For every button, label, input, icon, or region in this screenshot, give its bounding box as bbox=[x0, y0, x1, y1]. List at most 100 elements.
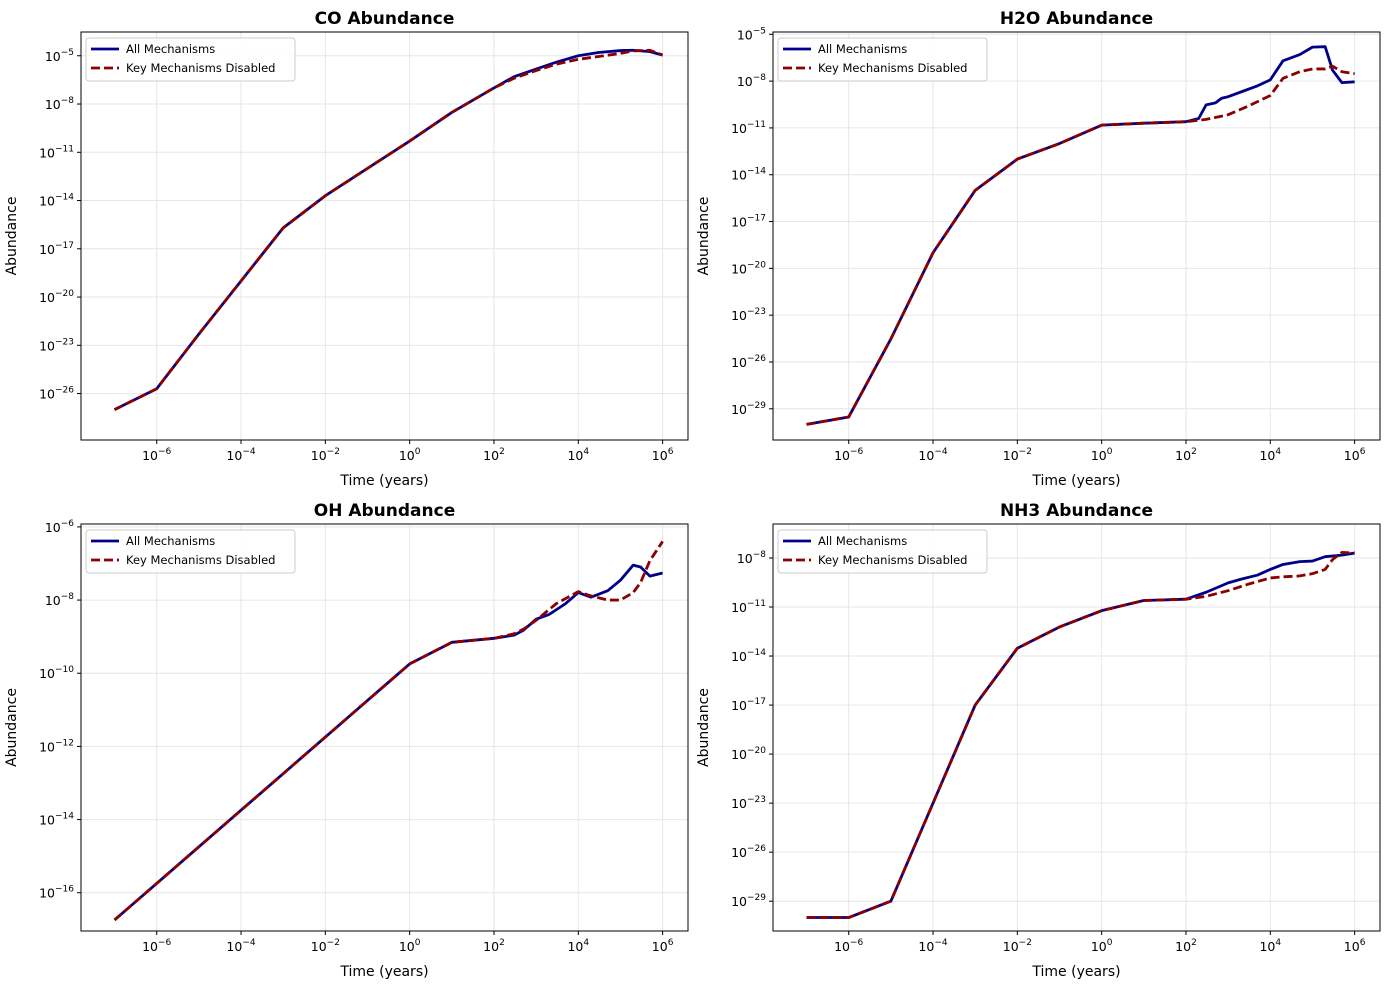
x-tick-label: 104 bbox=[567, 938, 589, 954]
series-line-all-mechanisms bbox=[806, 45, 1355, 426]
axes-frame bbox=[80, 523, 689, 932]
oh-panel: 10−6 10−4 10−2 100 102 104 106 10−16 10−14 10−12 1… bbox=[4, 501, 689, 980]
series-line-key-mechanisms-disabled bbox=[113, 540, 664, 922]
x-tick-label: 10−6 bbox=[834, 447, 863, 463]
legend-label: All Mechanisms bbox=[818, 534, 907, 548]
axes-frame bbox=[772, 523, 1381, 932]
y-tick-label: 10−14 bbox=[39, 193, 74, 209]
axes-frame bbox=[80, 31, 689, 441]
chart-title: OH Abundance bbox=[314, 501, 455, 521]
y-tick-label: 10−8 bbox=[737, 73, 766, 89]
x-tick-label: 10−2 bbox=[311, 447, 340, 463]
x-tick-label: 10−6 bbox=[142, 938, 171, 954]
y-tick-label: 10−10 bbox=[39, 665, 74, 681]
y-tick-label: 10−23 bbox=[731, 795, 766, 811]
y-tick-label: 10−16 bbox=[39, 885, 74, 901]
x-axis-label: Time (years) bbox=[339, 473, 428, 489]
x-tick-label: 10−6 bbox=[142, 447, 171, 463]
legend-label: All Mechanisms bbox=[818, 42, 907, 56]
x-tick-label: 10−2 bbox=[311, 938, 340, 954]
y-tick-label: 10−6 bbox=[45, 519, 74, 535]
y-tick-label: 10−26 bbox=[39, 386, 74, 402]
chart-title: NH3 Abundance bbox=[1000, 501, 1153, 521]
series-line-all-mechanisms bbox=[113, 563, 663, 922]
series-line-key-mechanisms-disabled bbox=[113, 48, 664, 411]
legend-label: Key Mechanisms Disabled bbox=[818, 61, 967, 75]
y-tick-label: 10−8 bbox=[737, 550, 766, 566]
y-tick-label: 10−17 bbox=[39, 241, 74, 257]
y-axis-label: Abundance bbox=[4, 197, 20, 276]
y-tick-label: 10−20 bbox=[39, 289, 74, 305]
x-axis-label: Time (years) bbox=[1031, 473, 1120, 489]
y-tick-label: 10−12 bbox=[39, 738, 74, 754]
y-tick-label: 10−29 bbox=[731, 893, 766, 909]
x-tick-label: 10−4 bbox=[918, 447, 947, 463]
y-tick-label: 10−14 bbox=[731, 167, 766, 183]
y-tick-label: 10−26 bbox=[731, 844, 766, 860]
x-tick-label: 102 bbox=[1175, 938, 1197, 954]
x-tick-label: 102 bbox=[1175, 447, 1197, 463]
y-tick-label: 10−17 bbox=[731, 697, 766, 713]
legend-box bbox=[777, 37, 988, 82]
x-tick-label: 10−2 bbox=[1003, 447, 1032, 463]
series-line-key-mechanisms-disabled bbox=[806, 550, 1355, 919]
chart-title: H2O Abundance bbox=[1000, 9, 1153, 29]
x-tick-label: 10−4 bbox=[918, 938, 947, 954]
legend-label: Key Mechanisms Disabled bbox=[126, 553, 275, 567]
y-tick-label: 10−11 bbox=[39, 144, 74, 160]
y-axis-label: Abundance bbox=[4, 688, 20, 767]
x-tick-label: 106 bbox=[1344, 938, 1366, 954]
legend-box bbox=[85, 37, 296, 82]
y-tick-label: 10−29 bbox=[731, 401, 766, 417]
x-tick-label: 10−4 bbox=[226, 447, 255, 463]
y-axis-label: Abundance bbox=[696, 197, 712, 276]
legend-label: Key Mechanisms Disabled bbox=[818, 553, 967, 567]
y-tick-label: 10−26 bbox=[731, 354, 766, 370]
x-tick-label: 100 bbox=[1091, 938, 1113, 954]
x-tick-label: 106 bbox=[1344, 447, 1366, 463]
x-tick-label: 10−4 bbox=[226, 938, 255, 954]
y-tick-label: 10−20 bbox=[731, 260, 766, 276]
legend-label: All Mechanisms bbox=[126, 42, 215, 56]
x-tick-label: 104 bbox=[1259, 938, 1281, 954]
legend-label: All Mechanisms bbox=[126, 534, 215, 548]
y-tick-label: 10−17 bbox=[731, 214, 766, 230]
series-line-key-mechanisms-disabled bbox=[806, 64, 1355, 426]
legend-box bbox=[777, 529, 988, 574]
series-line-all-mechanisms bbox=[806, 551, 1355, 919]
y-tick-label: 10−20 bbox=[731, 746, 766, 762]
x-tick-label: 10−6 bbox=[834, 938, 863, 954]
legend-label: Key Mechanisms Disabled bbox=[126, 61, 275, 75]
x-tick-label: 102 bbox=[483, 447, 505, 463]
h2o-panel: 10−6 10−4 10−2 100 102 104 106 10−29 10−26 10−23 1… bbox=[696, 9, 1381, 489]
x-tick-label: 100 bbox=[399, 938, 421, 954]
x-tick-label: 104 bbox=[1259, 447, 1281, 463]
x-tick-label: 10−2 bbox=[1003, 938, 1032, 954]
x-tick-label: 106 bbox=[652, 447, 674, 463]
y-tick-label: 10−5 bbox=[45, 48, 74, 64]
x-tick-label: 104 bbox=[567, 447, 589, 463]
chart-title: CO Abundance bbox=[315, 9, 455, 29]
legend-box bbox=[85, 529, 296, 574]
y-tick-label: 10−5 bbox=[737, 26, 766, 42]
y-axis-label: Abundance bbox=[696, 688, 712, 767]
axes-frame bbox=[772, 31, 1381, 441]
nh3-panel: 10−6 10−4 10−2 100 102 104 106 10−29 10−26 10−23 1… bbox=[696, 501, 1381, 980]
x-axis-label: Time (years) bbox=[339, 964, 428, 980]
y-tick-label: 10−11 bbox=[731, 120, 766, 136]
legend: All Mechanisms Key Mechanisms Disabled bbox=[85, 529, 296, 574]
legend: All Mechanisms Key Mechanisms Disabled bbox=[777, 37, 988, 82]
x-tick-label: 100 bbox=[399, 447, 421, 463]
y-tick-label: 10−8 bbox=[45, 96, 74, 112]
y-tick-label: 10−11 bbox=[731, 599, 766, 615]
y-tick-label: 10−8 bbox=[45, 592, 74, 608]
x-tick-label: 106 bbox=[652, 938, 674, 954]
x-axis-label: Time (years) bbox=[1031, 964, 1120, 980]
legend: All Mechanisms Key Mechanisms Disabled bbox=[777, 529, 988, 574]
legend: All Mechanisms Key Mechanisms Disabled bbox=[85, 37, 296, 82]
y-tick-label: 10−23 bbox=[731, 307, 766, 323]
y-tick-label: 10−14 bbox=[39, 812, 74, 828]
y-tick-label: 10−14 bbox=[731, 648, 766, 664]
y-tick-label: 10−23 bbox=[39, 337, 74, 353]
